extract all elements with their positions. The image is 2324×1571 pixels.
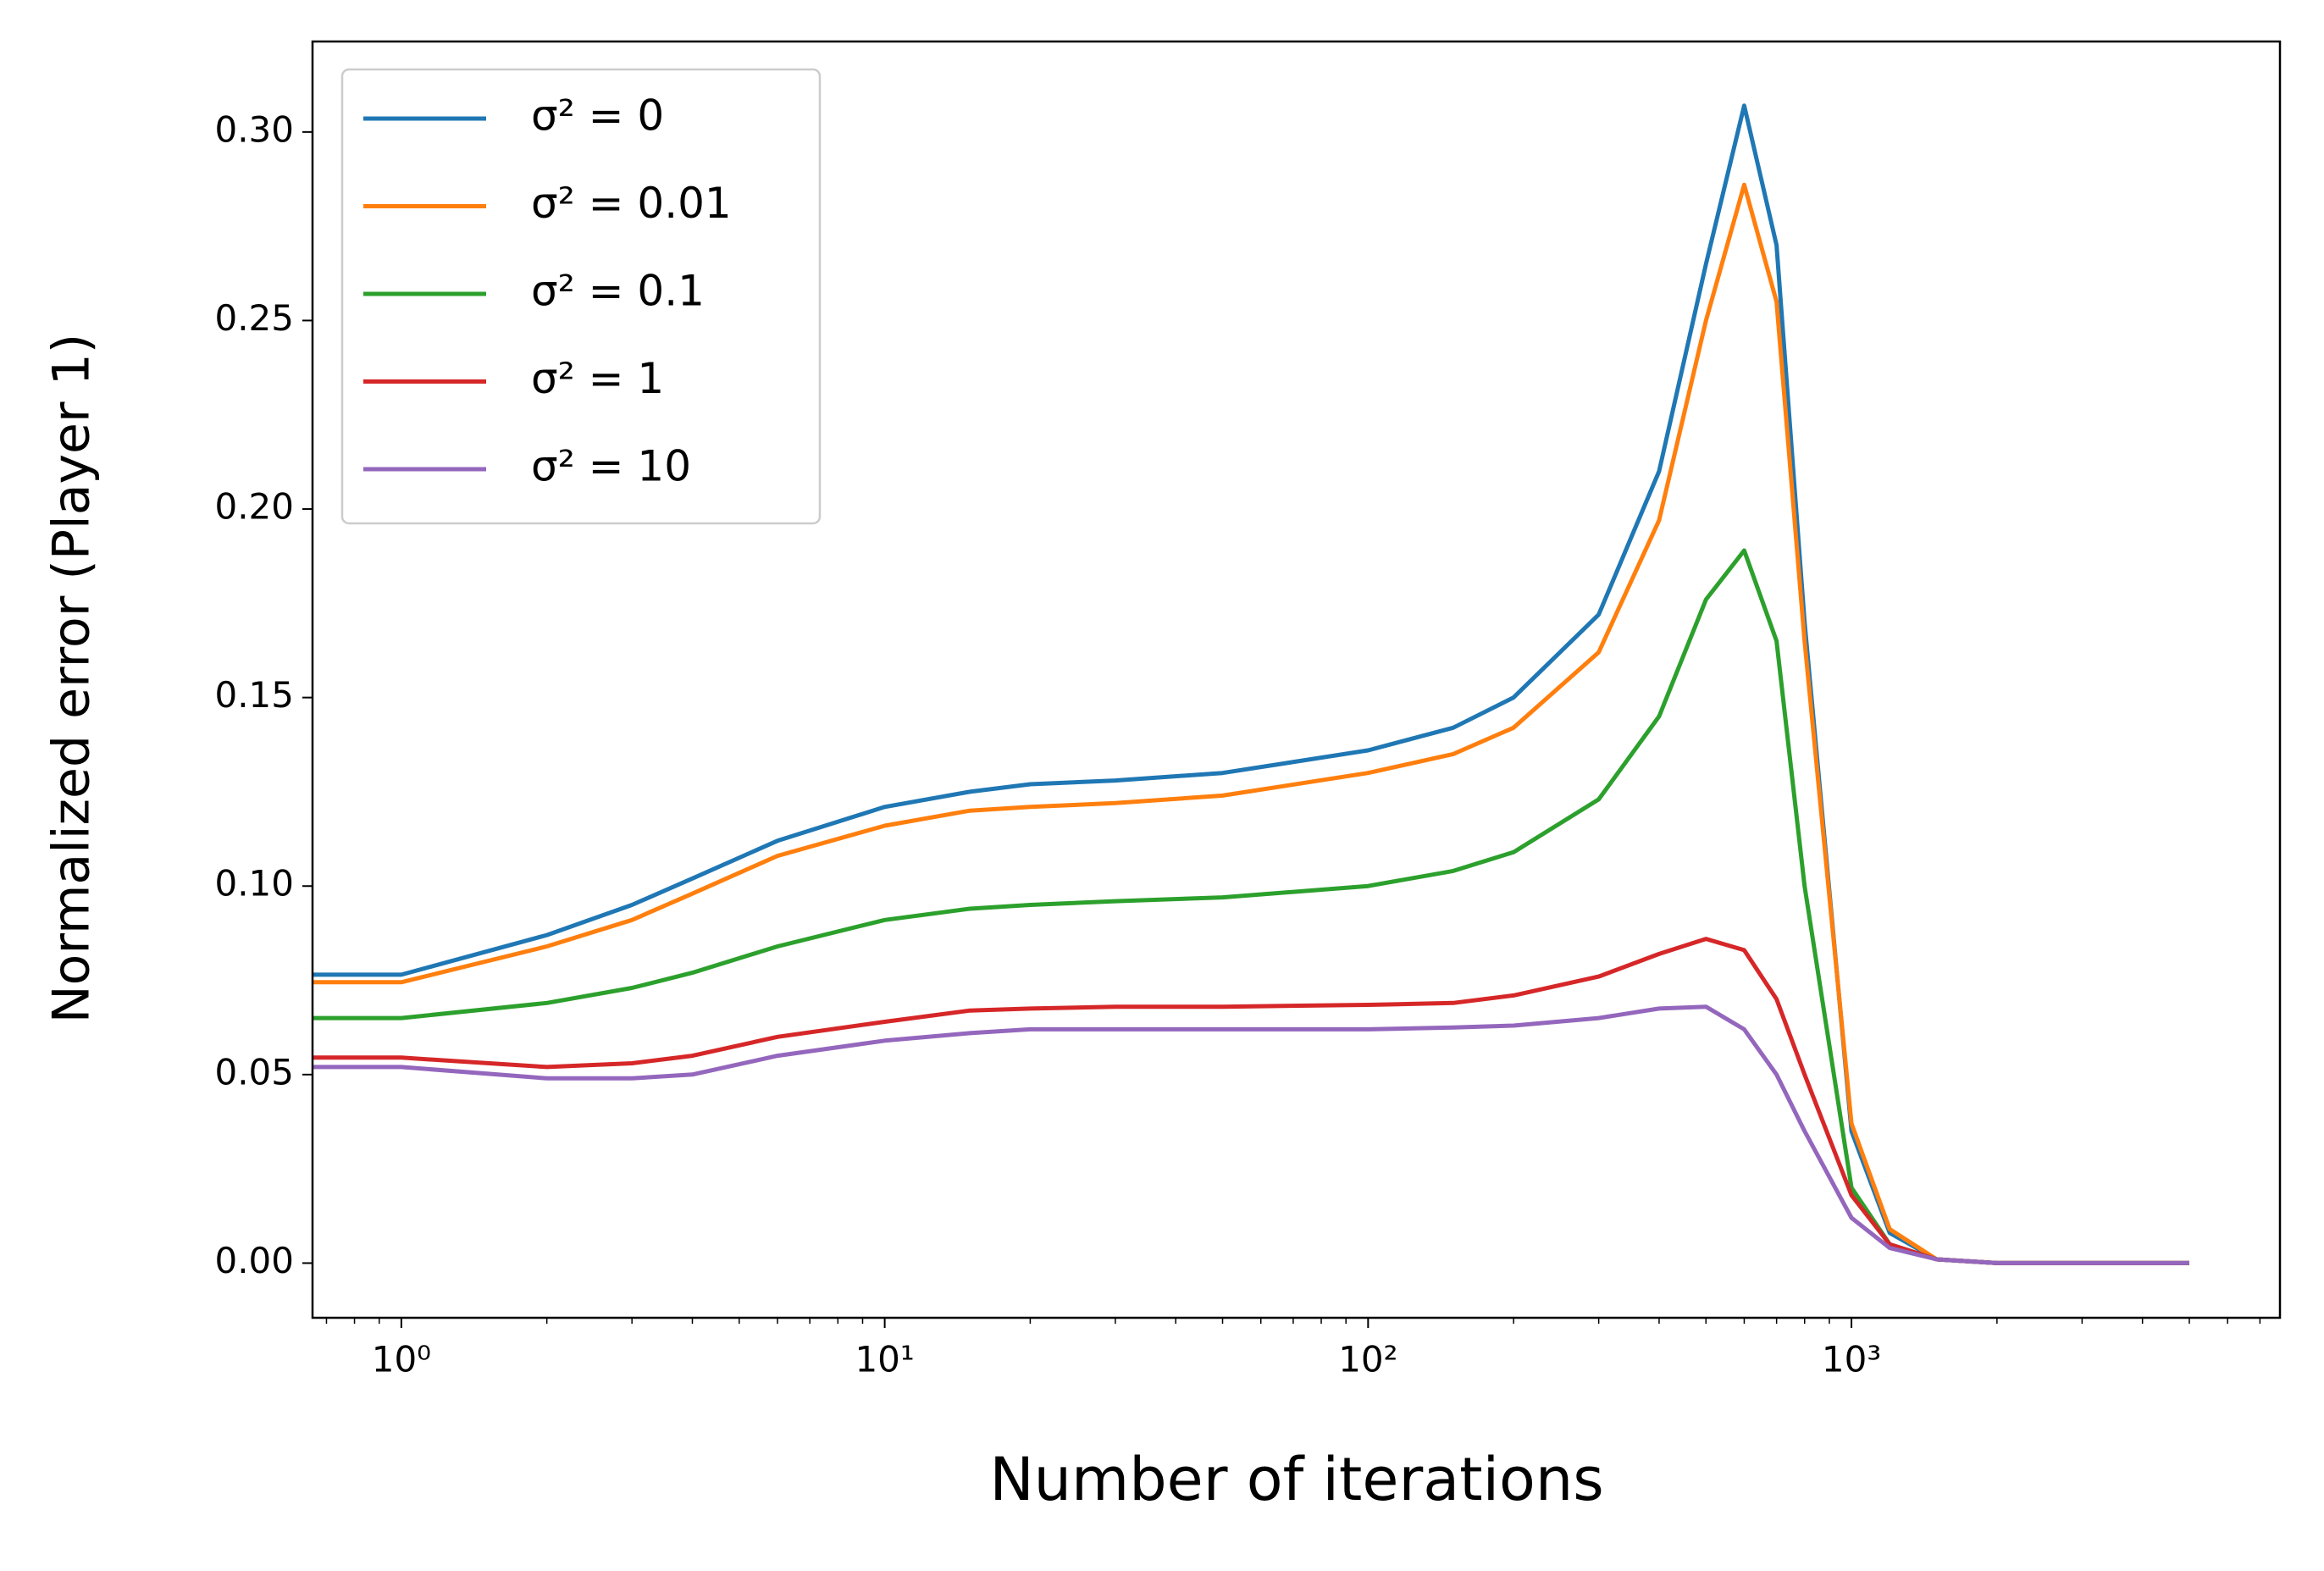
- x-axis-label: Number of iterations: [989, 1445, 1603, 1514]
- x-tick-label: 10¹: [855, 1339, 914, 1380]
- y-tick-label: 0.00: [214, 1240, 294, 1281]
- y-tick-label: 0.15: [214, 674, 294, 716]
- series-line: [313, 182, 2189, 1265]
- y-tick-label: 0.10: [214, 863, 294, 904]
- y-axis-label: Normalized error (Player 1): [42, 334, 102, 1023]
- y-tick-label: 0.25: [214, 297, 294, 339]
- plot-frame: [311, 40, 2282, 1319]
- y-tick-label: 0.05: [214, 1051, 294, 1093]
- legend-label: σ² = 0: [531, 91, 664, 141]
- x-tick-label: 10²: [1338, 1339, 1397, 1380]
- x-tick-label: 10⁰: [372, 1339, 431, 1380]
- series-line: [313, 548, 2189, 1265]
- legend-label: σ² = 1: [531, 354, 664, 403]
- legend-label: σ² = 10: [531, 442, 691, 491]
- legend-label: σ² = 0.01: [531, 179, 732, 228]
- plot-lines: [313, 103, 2189, 1265]
- y-tick-label: 0.20: [214, 486, 294, 528]
- series-line: [313, 103, 2189, 1265]
- series-line: [313, 1004, 2189, 1265]
- legend-box: [340, 68, 822, 525]
- x-tick-label: 10³: [1822, 1339, 1881, 1380]
- y-tick-label: 0.30: [214, 108, 294, 150]
- series-line: [313, 937, 2189, 1265]
- legend-label: σ² = 0.1: [531, 267, 705, 316]
